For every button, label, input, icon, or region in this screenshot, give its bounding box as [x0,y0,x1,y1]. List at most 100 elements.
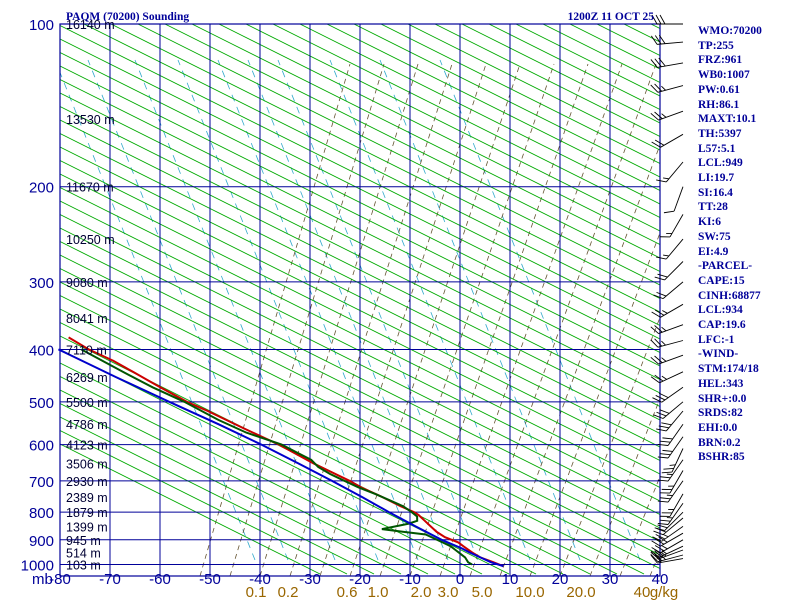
wind-barb-half [666,494,673,496]
dry-adiabat-line [59,362,483,575]
wind-barb [659,214,684,238]
wind-barb [657,502,684,525]
moist-adiabat-line [409,63,589,577]
wind-barb [650,324,684,335]
wind-barb-staff [662,517,684,536]
moist-adiabat-line [589,398,661,577]
wind-barb-half [666,473,673,475]
wind-barb [659,493,684,517]
moist-adiabat-line [259,63,419,577]
mixing-ratio-line [329,59,531,561]
wind-barb [654,261,684,281]
wind-barb-flag [659,492,671,494]
wind-barb [657,459,684,482]
wind-barb-flag [657,456,669,459]
stability-index-row: BRN:0.2 [698,436,741,449]
mixing-ratio-line [59,72,256,561]
height-label: 10250 m [66,233,115,247]
wind-barb-half [662,310,668,314]
temperature-tick-label: -20 [349,571,371,588]
stability-index-row: L57:5.1 [698,142,736,155]
temperature-tick-label: -60 [149,571,171,588]
wind-barb-half [661,113,667,118]
temperature-tick-label: -40 [249,571,271,588]
mixing-ratio-label: 3.0 [438,584,459,600]
wind-barb-staff [659,371,684,384]
dry-adiabat-line [59,403,402,575]
mixing-ratio-label: g/kg [650,584,678,600]
dry-adiabat-line [137,23,661,286]
dry-adiabat-line [407,23,661,151]
dry-adiabat-line [461,23,661,124]
wind-barb [653,281,684,300]
dry-adiabat-line [596,23,661,56]
wind-barb-staff [661,526,684,542]
wind-barb [650,552,684,563]
wind-barb-flag [650,376,660,384]
mixing-ratio-line [134,59,336,561]
moist-adiabat-line [499,144,661,577]
wind-barb-flag [654,374,664,382]
wind-barb [650,57,684,68]
mixing-ratio-label: 0.1 [246,584,267,600]
stability-index-row: LI:19.7 [698,172,735,185]
dry-adiabat-line [542,23,661,83]
wind-barb-half [661,326,667,332]
wind-barb-staff [657,340,684,348]
mixing-ratio-line [177,59,379,561]
dry-adiabat-line [59,281,645,575]
wind-barb-flag [654,338,663,347]
wind-barb-flag [660,453,671,456]
stability-index-row: SHR+:0.0 [698,392,747,405]
wind-barb [661,448,684,474]
wind-barb-flag [662,449,673,452]
wind-barb-half [663,254,669,257]
wind-barb-flag [650,357,659,365]
temperature-tick-label: -70 [99,571,121,588]
mixing-ratio-label: 1.0 [368,584,389,600]
wind-barb-flag [657,500,669,503]
dry-adiabat-line [191,23,661,259]
wind-barb-half [666,517,673,519]
wind-barb-staff [660,133,684,148]
mixing-ratio-line [379,59,581,561]
wind-barb-flag [660,497,671,500]
wind-barb-flag [650,35,658,45]
wind-barb [651,539,684,554]
temperature-tick-label: -30 [299,571,321,588]
wind-barb-staff [669,470,684,494]
height-label: 103 m [66,559,101,573]
wind-barb-staff [659,545,684,558]
wind-barb-flag [650,113,659,121]
wind-barb-staff [657,554,684,563]
pressure-tick-label: 600 [29,438,54,455]
wind-barb-staff [669,493,684,517]
wind-barb-flag [650,554,658,564]
wind-barb-flag [660,440,671,443]
wind-barb-flag [653,530,664,536]
height-label: 7110 m [66,343,107,357]
wind-barb [659,470,684,494]
wind-barb-flag [654,35,662,45]
moist-adiabat-line [199,63,351,577]
wind-barb-flag [662,437,673,440]
stability-index-row: CINH:68877 [698,289,761,302]
stability-index-row: LFC:-1 [698,333,735,346]
dry-adiabat-line [326,23,661,191]
wind-barb-flag [650,550,660,558]
dry-adiabat-line [515,23,661,97]
wind-barb-flag [659,236,671,238]
wind-barb [650,34,684,45]
wind-barb-half [661,340,666,346]
moist-adiabat-line [229,63,385,577]
pressure-tick-label: 800 [29,505,54,522]
wind-barb-staff [657,62,684,68]
wind-barb-flag [650,554,659,563]
wind-barb-staff [658,324,684,335]
wind-barb-flag [654,538,665,545]
mixing-ratio-label: 5.0 [472,584,493,600]
wind-barb-flag [657,443,669,446]
height-label: 13530 m [66,113,115,127]
wind-barb [650,83,684,93]
